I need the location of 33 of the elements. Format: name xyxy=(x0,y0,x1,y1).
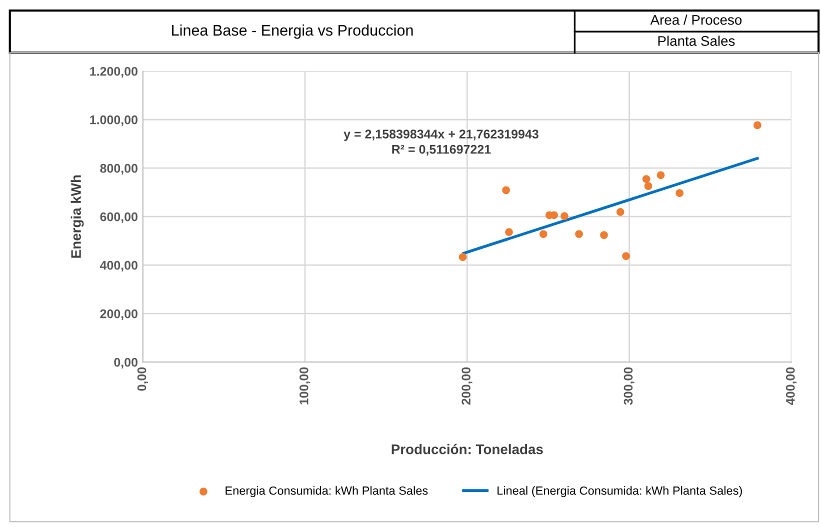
point xyxy=(575,230,583,238)
x-tick-label: 400,00 xyxy=(786,367,797,405)
y-tick-label: 0,00 xyxy=(114,358,138,369)
y-tick-label: 600,00 xyxy=(100,212,138,224)
y-tick-label: 200,00 xyxy=(100,309,138,320)
y-tick-label: 400,00 xyxy=(100,260,138,272)
x-tick-label: 200,00 xyxy=(462,367,472,405)
x-tick-label: 100,00 xyxy=(300,367,310,404)
point xyxy=(753,121,762,130)
legend-label: Energia Consumida: kWh Planta Sales xyxy=(226,486,428,498)
text: Area / Proceso xyxy=(650,14,742,25)
chart-title: Linea Base - Energia vs Produccion xyxy=(172,24,413,39)
point xyxy=(622,252,630,260)
legend-label: Lineal (Energia Consumida: kWh Planta Sales) xyxy=(498,486,742,498)
point xyxy=(676,189,684,198)
point xyxy=(458,253,467,262)
y-axis-title: Energia kWh xyxy=(70,175,84,258)
point xyxy=(600,231,608,239)
x-tick-label: 300,00 xyxy=(624,367,634,405)
y-tick-label: 1.200,00 xyxy=(90,66,138,78)
point xyxy=(502,186,510,194)
x-axis-title: Producción: Toneladas xyxy=(392,444,543,454)
text: Planta Sales xyxy=(658,36,735,46)
point xyxy=(656,171,665,180)
point xyxy=(539,230,548,238)
point xyxy=(642,175,650,183)
point xyxy=(616,208,624,216)
y-tick-label: 1.000,00 xyxy=(90,115,138,126)
point xyxy=(644,182,652,190)
y-tick-label: 800,00 xyxy=(100,164,138,175)
point xyxy=(505,228,513,236)
point xyxy=(560,212,568,220)
annotation: y = 2,158398344x + 21,762319943 R² = 0,511697221 xyxy=(344,130,538,156)
